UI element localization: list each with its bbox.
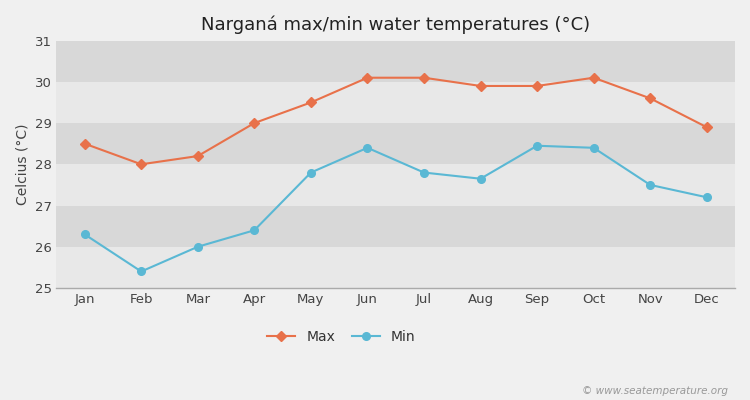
Max <box>646 96 655 101</box>
Line: Min: Min <box>81 142 710 275</box>
Bar <box>56 82 735 123</box>
Bar <box>56 164 735 206</box>
Max <box>419 75 428 80</box>
Min <box>80 232 89 237</box>
Min <box>532 143 542 148</box>
Line: Max: Max <box>81 74 710 168</box>
Bar <box>56 206 735 247</box>
Max <box>702 125 711 130</box>
Min <box>307 170 316 175</box>
Text: © www.seatemperature.org: © www.seatemperature.org <box>581 386 728 396</box>
Min <box>476 176 485 181</box>
Min <box>419 170 428 175</box>
Bar <box>56 41 735 82</box>
Max <box>476 84 485 88</box>
Title: Narganá max/min water temperatures (°C): Narganá max/min water temperatures (°C) <box>201 15 590 34</box>
Max <box>80 141 89 146</box>
Min <box>136 269 146 274</box>
Max <box>136 162 146 167</box>
Max <box>532 84 542 88</box>
Bar <box>56 123 735 164</box>
Min <box>646 182 655 187</box>
Min <box>250 228 259 233</box>
Max <box>363 75 372 80</box>
Min <box>590 146 598 150</box>
Max <box>250 121 259 126</box>
Max <box>590 75 598 80</box>
Min <box>194 244 202 249</box>
Min <box>363 146 372 150</box>
Max <box>194 154 202 158</box>
Bar <box>56 247 735 288</box>
Legend: Max, Min: Max, Min <box>262 325 421 350</box>
Max <box>307 100 316 105</box>
Y-axis label: Celcius (°C): Celcius (°C) <box>15 124 29 205</box>
Min <box>702 195 711 200</box>
